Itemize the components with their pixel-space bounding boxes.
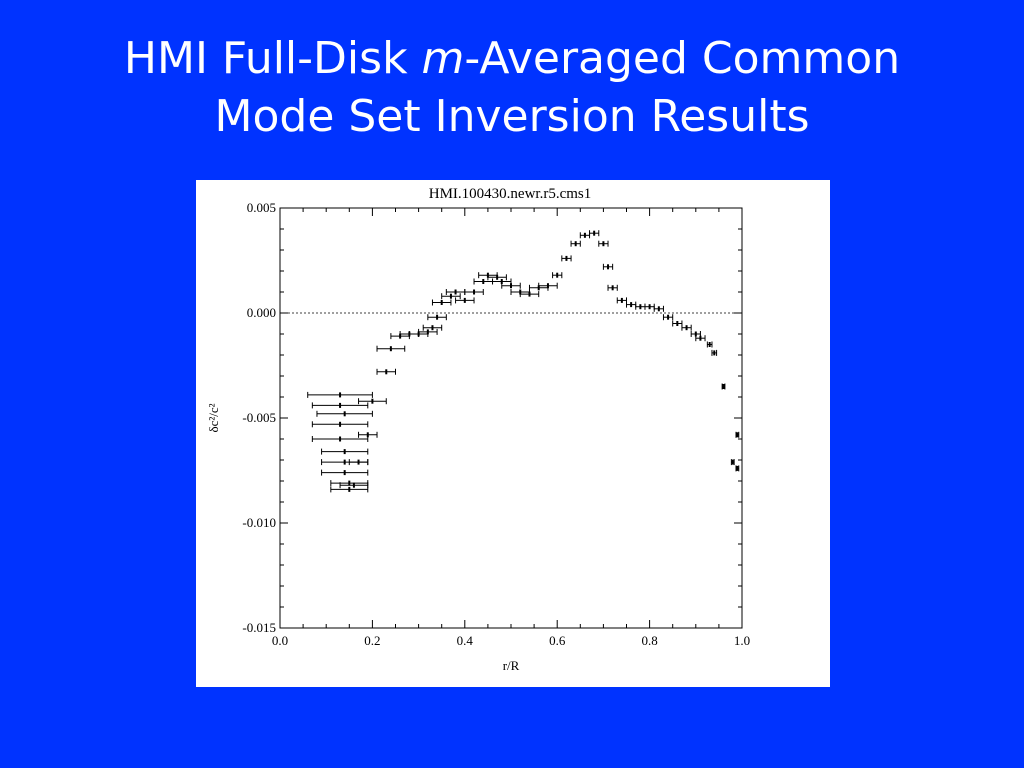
- data-point: [445, 289, 466, 295]
- slide-title: HMI Full-Disk m-Averaged Common Mode Set…: [0, 30, 1024, 146]
- data-point: [635, 303, 646, 310]
- x-tick-label: 0.4: [457, 633, 474, 648]
- data-point: [616, 297, 627, 304]
- data-points: [307, 230, 740, 493]
- data-point: [653, 305, 664, 312]
- axis-group: 0.0 0.2 0.4 0.6 0.8 1.0 0.005 0.000 -0.005 -0.010…: [242, 200, 750, 648]
- y-tick-label: -0.015: [242, 620, 276, 635]
- title-suffix: -Averaged Common: [464, 33, 901, 84]
- data-point: [735, 431, 740, 438]
- x-tick-label: 0.2: [364, 633, 380, 648]
- data-point: [422, 324, 443, 331]
- data-point: [311, 436, 369, 442]
- data-point: [519, 291, 540, 298]
- data-point: [431, 299, 452, 306]
- data-point: [316, 410, 373, 417]
- data-point: [358, 431, 378, 438]
- data-point: [598, 240, 609, 247]
- data-point: [711, 349, 718, 356]
- chart-panel: HMI.100430.newr.r5.cms1 0.0 0.2 0.4 0.6 0.8 1…: [196, 180, 830, 687]
- chart-svg: HMI.100430.newr.r5.cms1 0.0 0.2 0.4 0.6 0.8 1…: [206, 186, 750, 673]
- x-tick-label: 0.0: [272, 633, 288, 648]
- data-point: [473, 278, 494, 285]
- data-point: [427, 314, 447, 321]
- data-point: [358, 398, 387, 405]
- data-point: [321, 469, 369, 476]
- slide-title-line-1: HMI Full-Disk m-Averaged Common: [0, 30, 1024, 88]
- data-point: [579, 232, 591, 239]
- plot-frame: [279, 207, 743, 629]
- title-italic-m: m: [421, 33, 465, 84]
- data-point: [487, 274, 507, 281]
- x-tick-label: 1.0: [734, 633, 750, 648]
- data-point: [589, 230, 600, 237]
- data-point: [464, 289, 484, 295]
- data-point: [330, 486, 369, 493]
- data-point: [311, 421, 369, 428]
- data-point: [721, 383, 726, 390]
- data-point: [376, 345, 406, 352]
- chart-title: HMI.100430.newr.r5.cms1: [429, 186, 591, 202]
- data-point: [307, 391, 373, 398]
- data-point: [321, 448, 369, 455]
- data-point: [311, 402, 369, 409]
- data-point: [561, 255, 572, 262]
- y-tick-label: 0.005: [247, 200, 276, 215]
- data-point: [552, 272, 563, 279]
- data-point: [626, 301, 637, 308]
- data-point: [348, 459, 369, 466]
- data-point: [602, 263, 614, 270]
- x-axis-label: r/R: [503, 658, 520, 673]
- data-point: [538, 282, 558, 289]
- data-point: [735, 465, 740, 472]
- data-point: [681, 324, 692, 331]
- data-point: [672, 320, 683, 327]
- data-point: [455, 297, 475, 304]
- data-point: [339, 482, 369, 489]
- data-point: [730, 459, 735, 466]
- data-point: [441, 293, 461, 300]
- y-axis-label: δc²/c²: [206, 403, 221, 432]
- y-tick-label: -0.005: [242, 410, 276, 425]
- y-tick-label: -0.010: [242, 515, 276, 530]
- data-point: [662, 314, 674, 321]
- data-point: [570, 240, 581, 247]
- y-tick-label: 0.000: [247, 305, 276, 320]
- x-tick-label: 0.8: [641, 633, 657, 648]
- slide-title-line-2: Mode Set Inversion Results: [214, 91, 810, 142]
- title-prefix: HMI Full-Disk: [123, 33, 422, 84]
- data-point: [706, 341, 713, 348]
- data-point: [607, 284, 618, 291]
- data-point: [695, 335, 706, 342]
- data-point: [418, 328, 438, 335]
- x-tick-label: 0.6: [549, 633, 566, 648]
- data-point: [644, 303, 655, 310]
- data-point: [501, 282, 521, 289]
- data-point: [376, 368, 396, 375]
